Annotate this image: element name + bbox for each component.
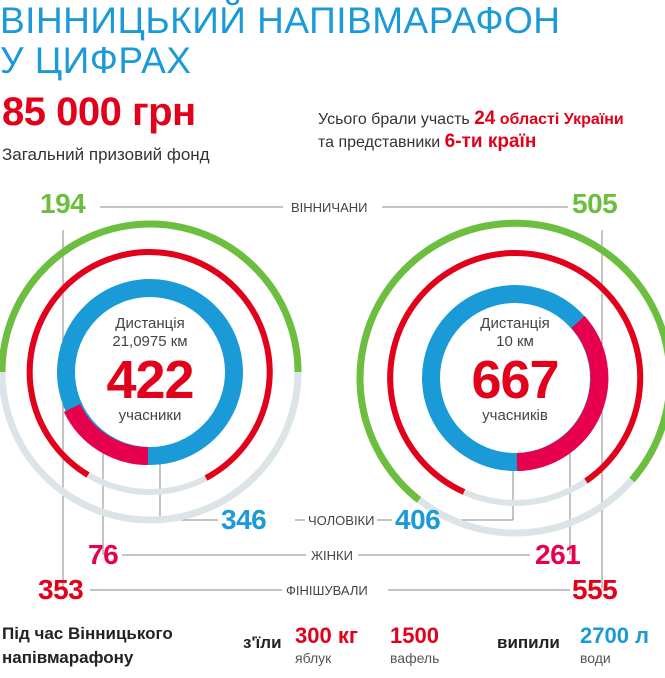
finished-label: ФІНІШУВАЛИ <box>283 583 371 598</box>
men-label: ЧОЛОВІКИ <box>305 513 378 528</box>
waffles-label: вафель <box>390 650 440 666</box>
apples-label: яблук <box>295 650 332 666</box>
men-right-value: 406 <box>395 504 441 535</box>
women-label: ЖІНКИ <box>308 548 356 563</box>
footer-title-line-1: Під час Вінницького <box>2 624 173 643</box>
ate-label: з'їли <box>243 633 282 652</box>
right-rings <box>356 219 665 537</box>
leader-lines <box>62 206 603 591</box>
water-label: води <box>580 650 611 666</box>
participation-line-2: та представники 6-ти країн <box>318 131 624 154</box>
title-line-1: ВІННИЦЬКИЙ НАПІВМАРАФОН <box>0 0 561 41</box>
left-rings <box>0 220 302 524</box>
participation-line-1: Усього брали участь 24 області України <box>318 108 624 131</box>
regions-label: області України <box>499 111 624 128</box>
waffles-value: 1500 <box>390 623 439 648</box>
countries-prefix: та представники <box>318 134 441 151</box>
prize-label: Загальний призовий фонд <box>2 145 210 164</box>
half-participants-label: учасники <box>118 407 182 424</box>
footer-title: Під час Вінницького напівмарафону <box>2 622 173 670</box>
finished-right-value: 555 <box>572 574 618 605</box>
locals-left-value: 194 <box>40 188 86 219</box>
women-left-value: 76 <box>88 539 119 570</box>
ten-distance-label: Дистанція <box>480 315 550 332</box>
men-left-value: 346 <box>221 504 267 535</box>
women-right-value: 261 <box>535 539 581 570</box>
prize-amount: 85 000 грн <box>2 90 196 134</box>
ten-km-center: Дистанція 10 км 667 учасників <box>455 315 575 425</box>
ten-participants-label: учасників <box>482 407 548 424</box>
half-marathon-center: Дистанція 21,0975 км 422 учасники <box>90 315 210 425</box>
regions-count: 24 <box>474 108 496 129</box>
title-line-2: У ЦИФРАХ <box>0 40 192 81</box>
locals-right-value: 505 <box>572 188 618 219</box>
half-distance-label: Дистанція <box>115 315 185 332</box>
drank-label: випили <box>497 633 560 652</box>
half-participants: 422 <box>106 350 194 410</box>
apples-value: 300 кг <box>295 623 358 648</box>
water-value: 2700 л <box>580 623 650 648</box>
finished-left-value: 353 <box>38 574 84 605</box>
participation-prefix: Усього брали участь <box>318 111 470 128</box>
locals-label: ВІННИЧАНИ <box>288 200 371 215</box>
ten-distance-value: 10 км <box>496 333 534 350</box>
footer-title-line-2: напівмарафону <box>2 648 134 667</box>
ten-participants: 667 <box>471 350 559 410</box>
countries-label: 6-ти країн <box>444 131 537 152</box>
half-distance-value: 21,0975 км <box>112 333 188 350</box>
participation-info: Усього брали участь 24 області України т… <box>318 108 624 154</box>
